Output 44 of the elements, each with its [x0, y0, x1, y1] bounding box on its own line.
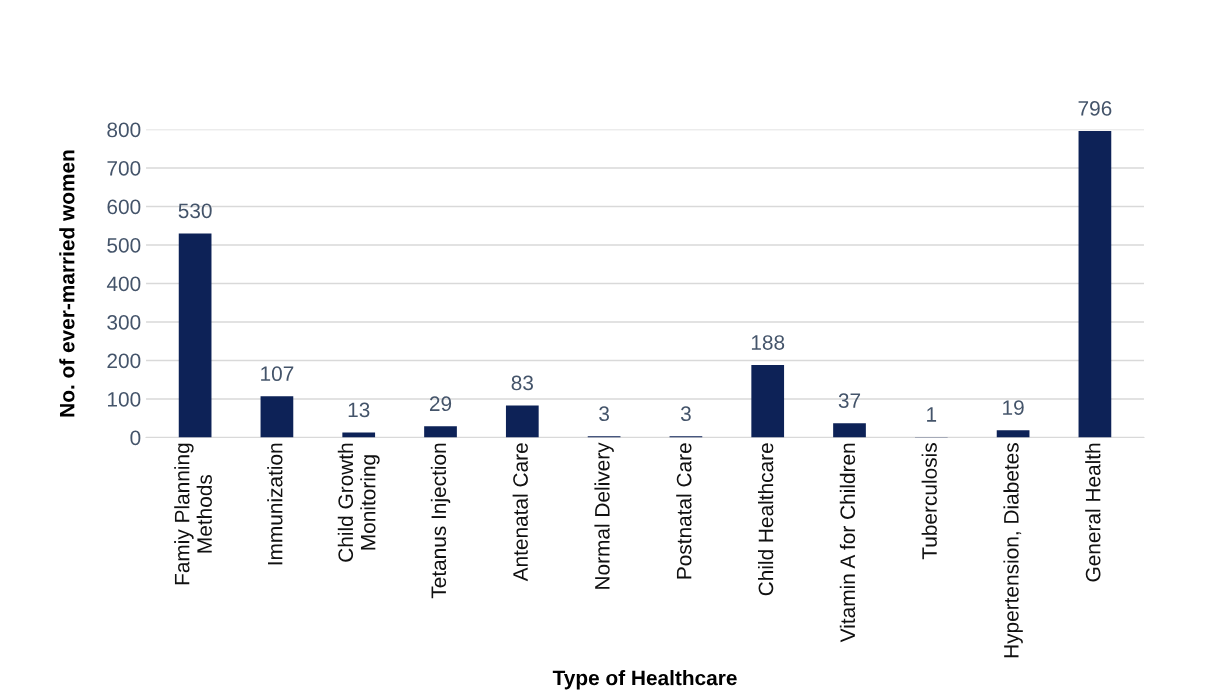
x-axis-title: Type of Healthcare [552, 670, 737, 690]
bar [996, 430, 1030, 438]
y-tick-label: 700 [107, 161, 141, 176]
data-label: 83 [511, 375, 533, 391]
x-tick-label: Immunization [267, 443, 283, 565]
data-label: 1 [927, 407, 937, 422]
bar [260, 396, 294, 438]
x-tick-label: Antenatal Care [512, 443, 528, 582]
data-label: 37 [838, 393, 861, 409]
x-tick-label: Postnatal Care [676, 443, 692, 579]
x-tick-label: Tuberculosis [921, 443, 937, 560]
data-label: 530 [178, 203, 212, 219]
bar [505, 405, 539, 438]
y-tick-label: 600 [107, 199, 141, 215]
x-tick-label: Normal Delivery [594, 442, 614, 589]
bar [833, 423, 866, 438]
y-tick-label: 0 [130, 430, 141, 446]
bar [342, 432, 376, 438]
bar [424, 426, 457, 438]
y-axis-title: No. of ever-married women [59, 150, 75, 417]
bar [178, 233, 212, 438]
bar [1078, 131, 1112, 438]
x-tick-label: General Health [1085, 443, 1101, 582]
data-label: 3 [680, 406, 691, 422]
x-tick-label: Child Healthcare [758, 443, 774, 596]
bar [751, 365, 785, 438]
data-label: 29 [429, 396, 452, 412]
y-tick-label: 200 [107, 353, 141, 369]
data-label: 188 [751, 335, 785, 350]
y-tick-label: 500 [107, 238, 141, 253]
data-label: 3 [599, 406, 609, 422]
x-tick-label: Vitamin A for Children [839, 443, 856, 643]
data-label: 19 [1003, 400, 1024, 415]
data-label: 107 [261, 366, 294, 382]
x-tick-label: Famiy Planning Methods [174, 443, 212, 585]
data-label: 796 [1078, 101, 1112, 116]
x-tick-label: Child Growth Monitoring [337, 443, 380, 562]
y-tick-label: 100 [108, 392, 141, 407]
y-tick-label: 800 [107, 122, 141, 138]
x-tick-label: Hypertension, Diabetes [1003, 443, 1023, 658]
data-label: 13 [348, 402, 370, 418]
y-tick-label: 400 [106, 276, 141, 292]
x-tick-label: Tetanus Injection [430, 443, 451, 599]
y-tick-label: 300 [107, 315, 141, 330]
